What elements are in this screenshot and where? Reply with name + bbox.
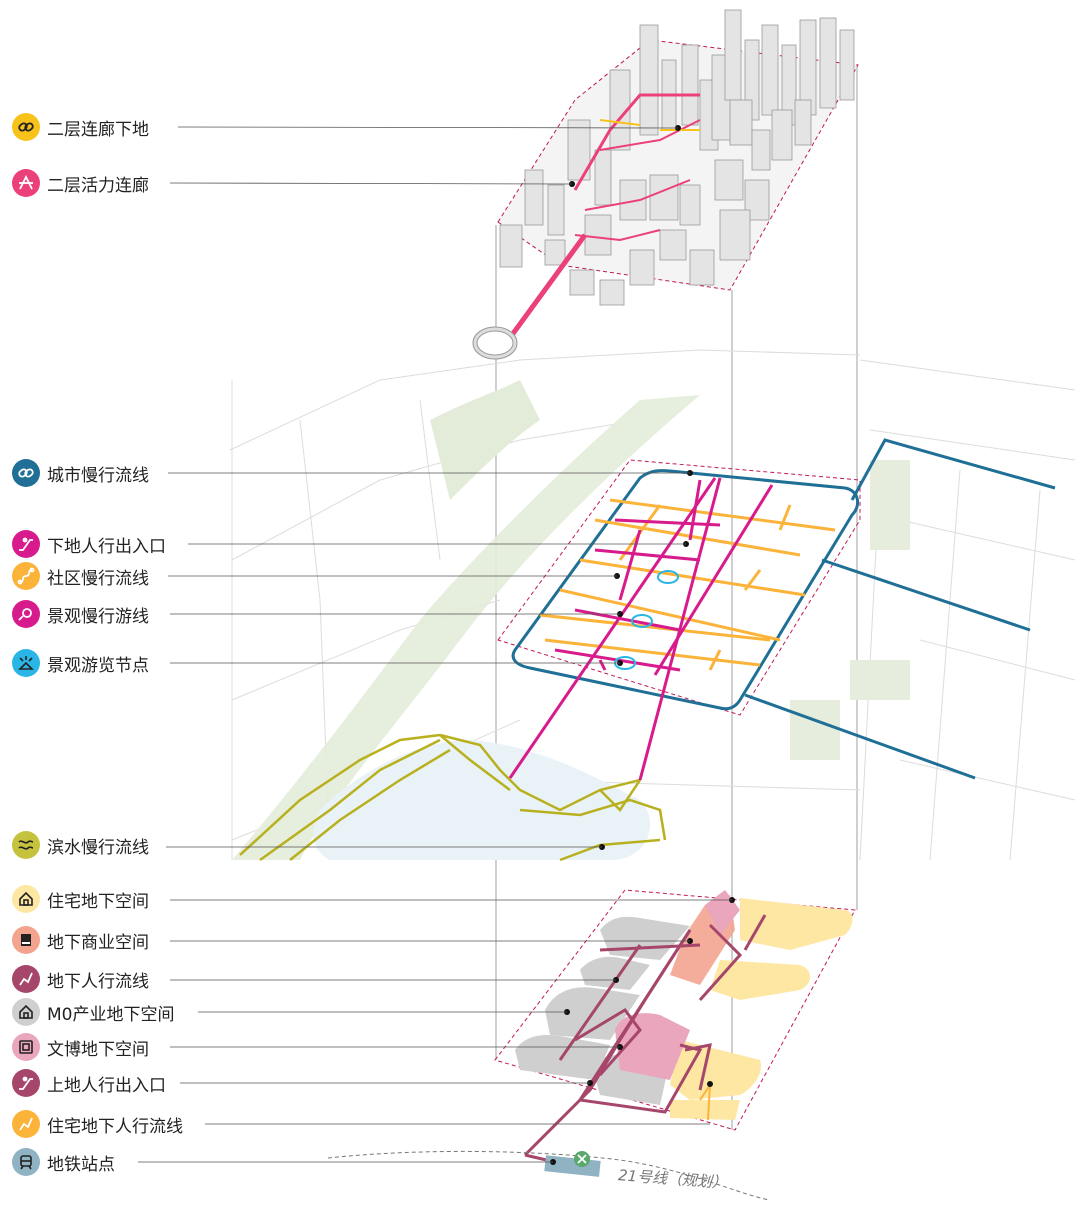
legend-label: 二层活力连廊 <box>47 175 149 196</box>
legend-label: 景观游览节点 <box>47 655 149 676</box>
legend-item-w1: 滨水慢行流线 <box>12 830 149 860</box>
metro-station-platform <box>544 1155 601 1177</box>
legend-label: 文博地下空间 <box>47 1039 149 1060</box>
legend-item-m2: 下地人行出入口 <box>12 529 166 559</box>
legend-item-b3: 地下人行流线 <box>12 964 149 994</box>
landscape-slow-route <box>508 477 774 781</box>
legend-label: 滨水慢行流线 <box>47 837 149 858</box>
legend-item-b8: 地铁站点 <box>12 1147 115 1177</box>
viewpoint-icon <box>12 649 40 677</box>
community-slow-route <box>539 498 836 671</box>
top-layer-tower-block <box>472 9 859 360</box>
legend-item-b6: 上地人行出入口 <box>12 1068 166 1098</box>
legend-label: 地下商业空间 <box>47 932 149 953</box>
legend-label: 地铁站点 <box>47 1154 115 1175</box>
walk-line-icon <box>12 1110 40 1138</box>
bridge-icon <box>12 169 40 197</box>
legend-label: M0产业地下空间 <box>47 1004 175 1025</box>
industry-icon <box>12 998 40 1026</box>
legend-label: 城市慢行流线 <box>47 465 149 486</box>
legend-label: 住宅地下空间 <box>47 891 149 912</box>
link-icon <box>12 459 40 487</box>
house-icon <box>12 885 40 913</box>
shop-icon <box>12 926 40 954</box>
elevated-corridor-link <box>509 233 588 337</box>
museum-icon <box>12 1033 40 1061</box>
legend-item-m4: 景观慢行游线 <box>12 599 149 629</box>
wave-route-icon <box>12 831 40 859</box>
legend-label: 住宅地下人行流线 <box>47 1116 183 1137</box>
legend-label: 社区慢行流线 <box>47 568 149 589</box>
leader-lines <box>138 126 732 1163</box>
legend-item-l2: 二层活力连廊 <box>12 168 149 198</box>
legend-item-b4: M0产业地下空间 <box>12 997 174 1027</box>
leader-dot-l1 <box>675 125 681 131</box>
legend-item-m1: 城市慢行流线 <box>12 458 149 488</box>
legend-item-b1: 住宅地下空间 <box>12 884 149 914</box>
legend-item-b7: 住宅地下人行流线 <box>12 1109 183 1139</box>
legend-label: 二层连廊下地 <box>47 119 149 140</box>
loop-route-icon <box>12 600 40 628</box>
middle-layer-plan <box>229 349 1076 862</box>
link-icon <box>12 113 40 141</box>
route-icon <box>12 562 40 590</box>
bottom-layer-underground <box>327 889 856 1201</box>
legend-label: 地下人行流线 <box>47 971 149 992</box>
escalator-up-icon <box>12 1069 40 1097</box>
legend-label: 上地人行出入口 <box>47 1075 166 1096</box>
metro-line-21 <box>327 1150 771 1201</box>
waterfront-slow-route <box>239 733 667 862</box>
legend-item-m3: 社区慢行流线 <box>12 561 149 591</box>
legend-item-b2: 地下商业空间 <box>12 925 149 955</box>
legend-item-b5: 文博地下空间 <box>12 1032 149 1062</box>
legend-label: 景观慢行游线 <box>47 606 149 627</box>
escalator-down-icon <box>12 530 40 558</box>
leader-dot-b7 <box>707 1081 713 1087</box>
legend-item-m5: 景观游览节点 <box>12 648 149 678</box>
legend-item-l1: 二层连廊下地 <box>12 112 149 142</box>
walk-line-icon <box>12 965 40 993</box>
metro-icon <box>12 1148 40 1176</box>
city-slow-route <box>511 438 1056 780</box>
legend-label: 下地人行出入口 <box>47 536 166 557</box>
underground-pedestrian-route <box>523 914 767 1164</box>
